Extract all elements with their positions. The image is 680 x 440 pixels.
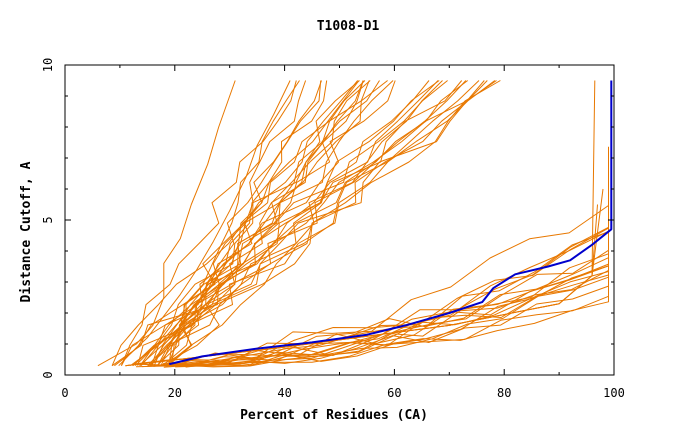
y-tick-label: 10 <box>41 58 55 72</box>
series-line <box>147 80 496 367</box>
series-line <box>97 80 236 367</box>
series-line <box>125 204 598 367</box>
x-tick-label: 60 <box>387 386 401 400</box>
x-tick-label: 100 <box>603 386 625 400</box>
series-line <box>111 80 370 366</box>
series-line <box>178 191 609 367</box>
series-line <box>156 80 394 367</box>
series-line <box>160 80 480 367</box>
series-line <box>151 80 366 366</box>
y-tick-label: 5 <box>41 216 55 223</box>
series-line <box>163 213 609 365</box>
x-tick-label: 80 <box>497 386 511 400</box>
series-line <box>120 80 297 366</box>
series-line <box>157 80 300 366</box>
x-tick-label: 40 <box>277 386 291 400</box>
y-axis-label: Distance Cutoff, A <box>19 161 34 302</box>
series-line <box>132 80 497 367</box>
plot-frame <box>64 64 615 376</box>
series-layer <box>97 80 613 368</box>
series-line <box>162 80 501 367</box>
series-line <box>176 192 609 367</box>
series-line <box>147 204 609 367</box>
series-line <box>114 80 291 367</box>
series-line <box>130 80 440 367</box>
series-line <box>118 80 448 367</box>
series-line <box>148 80 467 367</box>
series-line <box>137 80 396 366</box>
x-axis-label: Percent of Residues (CA) <box>240 408 428 423</box>
series-line <box>111 80 485 367</box>
series-line <box>150 80 488 367</box>
series-line <box>170 146 609 366</box>
series-line <box>166 265 609 366</box>
x-tick-label: 0 <box>61 386 68 400</box>
series-line <box>140 80 388 367</box>
y-tick-label: 0 <box>41 371 55 378</box>
series-line <box>180 249 609 366</box>
highlight-series-line <box>169 80 613 366</box>
x-tick-label: 20 <box>168 386 182 400</box>
series-line <box>175 214 609 368</box>
series-line <box>153 80 322 366</box>
series-line <box>160 80 322 366</box>
series-line <box>135 157 609 365</box>
ticks-layer: 0 20 40 60 80 100 0 5 10 <box>41 58 625 400</box>
series-line <box>134 80 360 367</box>
series-line <box>121 80 463 366</box>
chart-title: T1008-D1 <box>317 19 380 34</box>
